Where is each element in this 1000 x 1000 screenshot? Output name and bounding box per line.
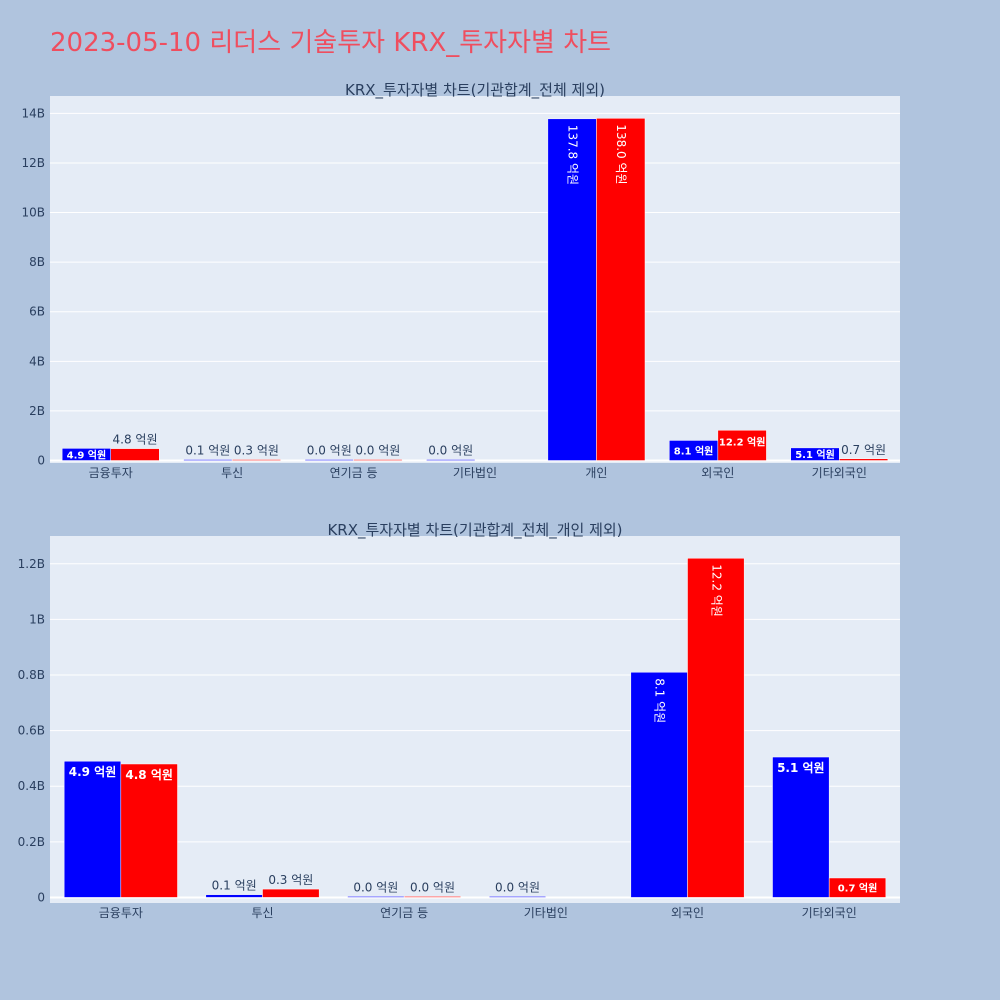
y-tick-label: 0 (37, 890, 45, 904)
data-label: 8.1 억원 (653, 678, 667, 723)
data-label: 0.0 억원 (428, 444, 473, 458)
y-tick-label: 2B (29, 404, 45, 418)
x-tick-label: 개인 (585, 466, 607, 480)
bar (488, 896, 547, 898)
data-label: 8.1 억원 (674, 444, 714, 457)
y-tick-label: 12B (21, 156, 45, 170)
bar (231, 459, 281, 461)
data-label: 137.8 억원 (566, 125, 580, 185)
data-label: 12.2 억원 (709, 564, 723, 617)
investor-bar-chart-all: KRX_투자자별 차트(기관합계_전체 제외) 0 2B 4B 6B 8B 10B 12B 14… (21, 81, 900, 480)
x-tick-label: 연기금 등 (330, 466, 378, 480)
data-label: 0.0 억원 (410, 880, 455, 894)
chart-title: KRX_투자자별 차트(기관합계_전체 제외) (345, 81, 605, 100)
y-tick-label: 0.2B (18, 835, 45, 849)
y-tick-label: 0 (37, 454, 45, 468)
data-label: 0.3 억원 (234, 444, 279, 458)
chart-title: KRX_투자자별 차트(기관합계_전체_개인 제외) (327, 521, 622, 540)
x-tick-label: 기타법인 (453, 466, 497, 480)
data-label: 138.0 억원 (614, 124, 628, 184)
data-label: 0.0 억원 (307, 444, 352, 458)
bar (630, 671, 688, 898)
bar (687, 557, 745, 898)
y-tick-label: 8B (29, 255, 45, 269)
data-label: 0.0 억원 (355, 444, 400, 458)
y-tick-label: 1B (29, 612, 45, 626)
x-tick-label: 기타외국인 (802, 906, 857, 920)
bar (120, 763, 178, 898)
data-label: 0.1 억원 (185, 444, 230, 458)
data-label: 4.8 억원 (113, 433, 158, 447)
bar (353, 459, 403, 461)
data-label: 5.1 억원 (795, 448, 835, 461)
x-tick-label: 기타외국인 (812, 466, 867, 480)
data-label: 12.2 억원 (719, 435, 766, 448)
data-label: 5.1 억원 (777, 761, 825, 775)
x-tick-label: 외국인 (671, 906, 704, 920)
y-tick-label: 10B (21, 206, 45, 220)
data-label: 0.7 억원 (841, 443, 886, 457)
bar (547, 118, 597, 461)
x-tick-label: 금융투자 (89, 466, 133, 480)
data-label: 4.9 억원 (67, 448, 107, 461)
bar (828, 877, 887, 898)
x-tick-label: 기타법인 (524, 906, 568, 920)
y-tick-label: 6B (29, 305, 45, 319)
y-tick-label: 1.2B (18, 557, 45, 571)
bar (790, 447, 840, 461)
data-label: 0.3 억원 (268, 873, 313, 887)
x-tick-label: 외국인 (701, 466, 734, 480)
bar (63, 760, 122, 898)
bar (205, 894, 263, 898)
investor-bar-chart-excl-individual: KRX_투자자별 차트(기관합계_전체_개인 제외) 0 0.2B 0.4B 0.6B 0… (18, 521, 900, 920)
bar (717, 430, 767, 461)
data-label: 0.0 억원 (353, 880, 398, 894)
data-label: 4.9 억원 (69, 765, 117, 779)
bar (839, 458, 889, 461)
bar (403, 896, 462, 898)
y-tick-label: 0.6B (18, 724, 45, 738)
y-tick-label: 0.8B (18, 668, 45, 682)
x-tick-label: 투신 (251, 906, 273, 920)
y-tick-label: 14B (21, 106, 45, 120)
bar (347, 896, 405, 898)
x-tick-label: 투신 (221, 466, 243, 480)
x-tick-label: 금융투자 (99, 906, 143, 920)
y-tick-label: 4B (29, 354, 45, 368)
data-label: 0.1 억원 (212, 879, 257, 893)
bar (110, 448, 160, 461)
plot-area (50, 96, 900, 463)
y-tick-label: 0.4B (18, 779, 45, 793)
bar (596, 118, 646, 461)
page-title: 2023-05-10 리더스 기술투자 KRX_투자자별 차트 (50, 28, 612, 58)
bar (772, 756, 830, 898)
bar (262, 888, 320, 898)
x-tick-label: 연기금 등 (380, 906, 428, 920)
bar (426, 459, 476, 461)
data-label: 4.8 억원 (125, 768, 173, 782)
data-label: 0.0 억원 (495, 880, 540, 894)
data-label: 0.7 억원 (838, 882, 878, 895)
